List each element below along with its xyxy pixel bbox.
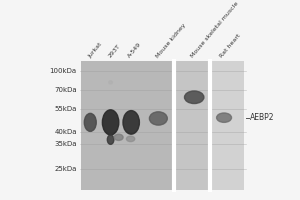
Ellipse shape xyxy=(184,91,204,104)
Ellipse shape xyxy=(107,135,114,144)
Text: 25kDa: 25kDa xyxy=(55,166,77,172)
Text: Mouse kidney: Mouse kidney xyxy=(155,22,187,59)
Ellipse shape xyxy=(109,81,112,84)
Text: 40kDa: 40kDa xyxy=(54,129,77,135)
Text: Mouse skeletal muscle: Mouse skeletal muscle xyxy=(190,1,240,59)
Text: 55kDa: 55kDa xyxy=(55,106,77,112)
Ellipse shape xyxy=(114,134,123,140)
Text: 100kDa: 100kDa xyxy=(50,68,77,74)
Text: A-549: A-549 xyxy=(127,42,142,59)
Bar xyxy=(211,61,244,190)
Text: 35kDa: 35kDa xyxy=(54,141,77,147)
Text: Rat heart: Rat heart xyxy=(219,33,242,59)
Ellipse shape xyxy=(217,113,232,122)
Ellipse shape xyxy=(102,110,119,135)
Ellipse shape xyxy=(123,111,140,134)
Ellipse shape xyxy=(126,136,135,142)
Text: 293T: 293T xyxy=(107,43,122,59)
Ellipse shape xyxy=(149,112,167,125)
Bar xyxy=(81,61,172,190)
Bar xyxy=(176,61,208,190)
Text: 70kDa: 70kDa xyxy=(54,87,77,93)
Text: Jurkat: Jurkat xyxy=(88,41,104,59)
Ellipse shape xyxy=(84,113,96,131)
Text: AEBP2: AEBP2 xyxy=(250,113,274,122)
